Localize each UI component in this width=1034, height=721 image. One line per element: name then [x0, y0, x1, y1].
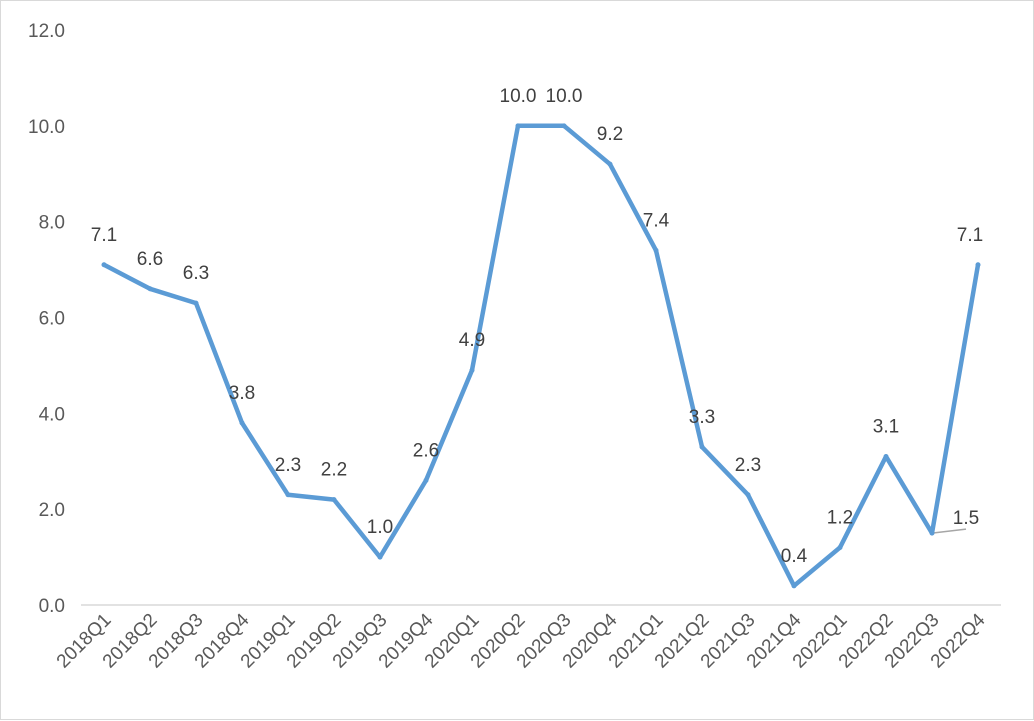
data-label: 2.6 — [413, 440, 439, 461]
data-point — [699, 444, 705, 450]
data-point — [653, 247, 659, 253]
data-point — [975, 262, 981, 268]
data-point — [791, 583, 797, 589]
x-axis: 2018Q12018Q22018Q32018Q42019Q12019Q22019… — [53, 609, 990, 672]
data-point — [193, 300, 199, 306]
data-point — [331, 497, 337, 503]
data-label: 3.3 — [689, 407, 715, 428]
data-point — [239, 420, 245, 426]
data-point — [745, 492, 751, 498]
y-axis: 0.0 2.0 4.0 6.0 8.0 10.0 12.0 — [28, 21, 65, 617]
leader-line — [931, 528, 967, 534]
data-label: 10.0 — [500, 86, 537, 107]
data-label: 1.0 — [367, 517, 393, 538]
data-labels: 7.1 6.6 6.3 3.8 2.3 2.2 1.0 2.6 4.9 10.0 10.0 9.2 7.… — [91, 86, 983, 567]
data-label: 0.4 — [781, 546, 808, 567]
data-label: 1.2 — [827, 508, 853, 529]
data-label: 3.8 — [229, 383, 255, 404]
data-label: 6.3 — [183, 263, 209, 284]
y-tick-label: 6.0 — [39, 309, 65, 330]
data-label: 9.2 — [597, 124, 623, 145]
data-label: 2.3 — [735, 455, 761, 476]
data-point — [377, 554, 383, 560]
data-label: 7.1 — [957, 225, 983, 246]
data-point — [515, 123, 521, 129]
data-point — [883, 453, 889, 459]
data-point — [607, 161, 613, 167]
data-point — [929, 530, 935, 536]
data-label: 10.0 — [546, 86, 583, 107]
data-point — [837, 545, 843, 550]
data-label: 7.1 — [91, 225, 117, 246]
data-label: 7.4 — [643, 210, 670, 231]
data-point — [285, 492, 291, 498]
data-label: 3.1 — [873, 416, 899, 437]
data-point — [469, 367, 475, 373]
data-label: 6.6 — [137, 249, 163, 270]
leader-lines — [931, 528, 967, 534]
y-tick-label: 8.0 — [39, 213, 65, 234]
y-tick-label: 12.0 — [28, 21, 65, 42]
y-tick-label: 4.0 — [39, 404, 65, 425]
y-tick-label: 2.0 — [39, 500, 65, 521]
y-tick-label: 0.0 — [39, 596, 65, 617]
data-point — [561, 123, 567, 129]
y-tick-label: 10.0 — [28, 117, 65, 138]
data-label: 4.9 — [459, 330, 485, 351]
data-label: 2.3 — [275, 455, 301, 476]
data-label: 2.2 — [321, 460, 347, 481]
data-label: 1.5 — [953, 508, 979, 529]
data-point — [101, 262, 107, 268]
data-point — [423, 477, 429, 483]
data-points — [101, 123, 981, 589]
data-point — [147, 286, 153, 292]
series-line — [101, 123, 981, 589]
